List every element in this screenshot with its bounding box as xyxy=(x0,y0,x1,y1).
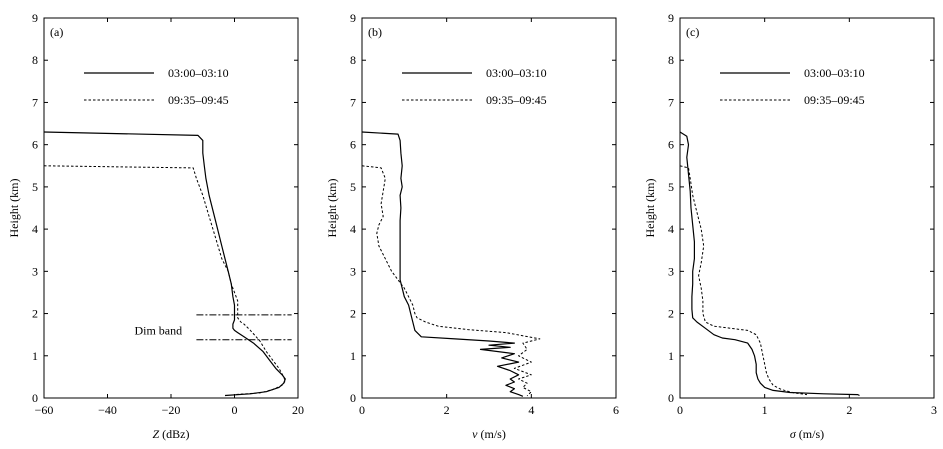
x-tick-label: 0 xyxy=(677,403,683,417)
x-tick-label: −20 xyxy=(162,403,181,417)
legend-label: 09:35–09:45 xyxy=(168,93,229,107)
y-tick-label: 3 xyxy=(32,264,38,278)
legend-label: 09:35–09:45 xyxy=(804,93,865,107)
y-tick-label: 1 xyxy=(350,349,356,363)
y-tick-label: 9 xyxy=(350,11,356,25)
x-tick-label: 4 xyxy=(528,403,534,417)
plot-frame xyxy=(679,17,935,399)
series-line-2 xyxy=(361,165,541,397)
y-tick-label: 9 xyxy=(668,11,674,25)
x-axis-variable: Z xyxy=(152,427,159,441)
x-axis-variable: σ xyxy=(790,427,797,441)
x-tick-label: 2 xyxy=(846,403,852,417)
x-tick-label: −60 xyxy=(35,403,54,417)
legend-label: 09:35–09:45 xyxy=(486,93,547,107)
panel-label: (b) xyxy=(368,25,382,39)
panel-label: (c) xyxy=(686,25,699,39)
x-tick-label: 20 xyxy=(292,403,304,417)
y-tick-label: 5 xyxy=(32,180,38,194)
y-tick-label: 5 xyxy=(350,180,356,194)
x-axis-unit: (dBz) xyxy=(159,427,189,441)
y-tick-label: 4 xyxy=(32,222,38,236)
x-tick-label: 6 xyxy=(613,403,619,417)
x-tick-label: 0 xyxy=(359,403,365,417)
y-tick-label: 4 xyxy=(350,222,356,236)
y-tick-label: 5 xyxy=(668,180,674,194)
y-tick-label: 2 xyxy=(350,307,356,321)
y-tick-label: 3 xyxy=(668,264,674,278)
series-line-2 xyxy=(43,165,286,396)
series-line-1 xyxy=(43,131,286,397)
y-tick-label: 1 xyxy=(32,349,38,363)
x-axis-unit: (m/s) xyxy=(477,427,505,441)
y-tick-label: 2 xyxy=(32,307,38,321)
chart-panel-c: 0 1 2 3 0 1 2 3 4 5 6 7 8 9 σ (m/s) Height (km) (c) 03:00… xyxy=(643,11,937,441)
y-tick-label: 2 xyxy=(668,307,674,321)
y-tick-label: 8 xyxy=(32,53,38,67)
y-tick-label: 9 xyxy=(32,11,38,25)
series-line-2 xyxy=(679,165,808,396)
y-tick-label: 1 xyxy=(668,349,674,363)
legend-label: 03:00–03:10 xyxy=(804,66,865,80)
y-tick-label: 8 xyxy=(668,53,674,67)
chart-panel-b: 0 2 4 6 0 1 2 3 4 5 6 7 8 9 v (m/s) Height (km) (b) 03:00… xyxy=(325,11,619,441)
x-axis-variable: v xyxy=(472,427,478,441)
x-tick-label: 2 xyxy=(444,403,450,417)
x-tick-label: −40 xyxy=(98,403,117,417)
y-tick-label: 4 xyxy=(668,222,674,236)
series-line-1 xyxy=(679,131,860,397)
y-tick-label: 6 xyxy=(668,138,674,152)
y-tick-label: 6 xyxy=(350,138,356,152)
x-tick-label: 0 xyxy=(232,403,238,417)
y-tick-label: 0 xyxy=(32,391,38,405)
y-tick-label: 3 xyxy=(350,264,356,278)
x-tick-label: 3 xyxy=(931,403,937,417)
x-axis-label: v (m/s) xyxy=(472,427,506,441)
x-axis-unit: (m/s) xyxy=(796,427,824,441)
y-tick-label: 7 xyxy=(350,95,356,109)
legend-label: 03:00–03:10 xyxy=(486,66,547,80)
y-tick-label: 0 xyxy=(668,391,674,405)
panel-label: (a) xyxy=(50,25,63,39)
y-tick-label: 7 xyxy=(32,95,38,109)
dim-band-annotation: Dim band xyxy=(134,323,182,337)
x-axis-label: σ (m/s) xyxy=(790,427,824,441)
y-tick-label: 0 xyxy=(350,391,356,405)
y-axis-label: Height (km) xyxy=(325,179,339,238)
series-line-1 xyxy=(361,131,524,397)
y-tick-label: 6 xyxy=(32,138,38,152)
y-axis-label: Height (km) xyxy=(643,179,657,238)
chart-panel-a: −60 −40 −20 0 20 0 1 2 3 4 5 6 7 8 9 Z (dBz) Height (km)… xyxy=(7,11,304,441)
x-tick-label: 1 xyxy=(762,403,768,417)
y-axis-label: Height (km) xyxy=(7,179,21,238)
y-tick-label: 7 xyxy=(668,95,674,109)
legend-label: 03:00–03:10 xyxy=(168,66,229,80)
x-axis-label: Z (dBz) xyxy=(152,427,189,441)
y-tick-label: 8 xyxy=(350,53,356,67)
plot-frame xyxy=(361,17,617,399)
